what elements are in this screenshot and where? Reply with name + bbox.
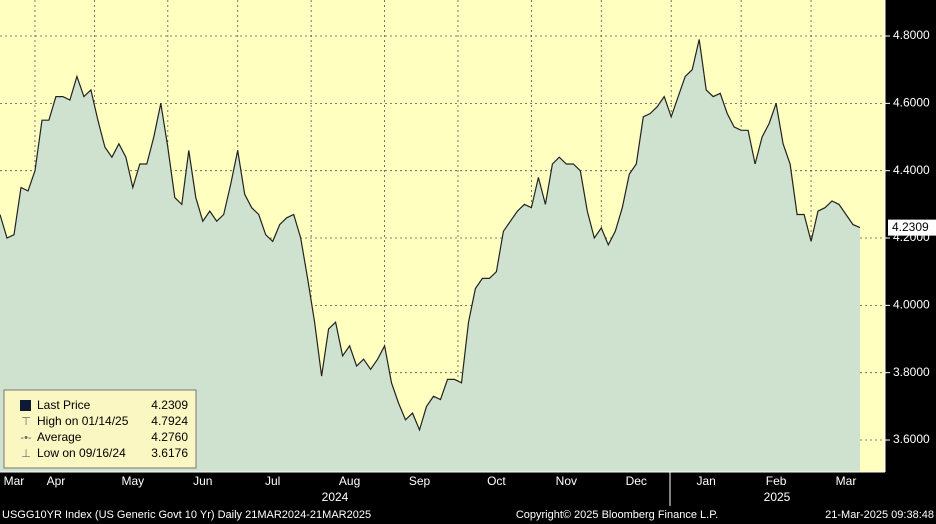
x-tick-label: Mar xyxy=(836,474,857,488)
legend-label: Average xyxy=(37,430,82,444)
y-tick-label: 4.6000 xyxy=(893,96,930,110)
price-line xyxy=(0,39,861,432)
last-price-label: 4.2309 xyxy=(892,220,929,234)
year-label: 2024 xyxy=(322,490,349,504)
legend: Last Price 4.2309 ⊤ High on 01/14/25 4.7924 -… xyxy=(3,389,197,469)
y-tick-label: 3.8000 xyxy=(893,365,930,379)
last-price-box xyxy=(888,219,936,236)
legend-icon: ⊥ xyxy=(21,448,31,460)
footer-left: USGG10YR Index (US Generic Govt 10 Yr) D… xyxy=(2,509,371,521)
legend-icon: ⊤ xyxy=(21,416,31,428)
y-tick-label: 4.8000 xyxy=(893,28,930,42)
x-tick-label: Aug xyxy=(339,474,360,488)
x-tick-label: Jun xyxy=(193,474,212,488)
x-tick-label: Feb xyxy=(766,474,787,488)
footer-right: 21-Mar-2025 09:38:48 xyxy=(825,509,934,521)
legend-value: 4.7924 xyxy=(151,414,188,428)
x-tick-label: Oct xyxy=(487,474,506,488)
legend-value: 4.2760 xyxy=(151,430,188,444)
x-tick-label: Dec xyxy=(626,474,647,488)
legend-value: 3.6176 xyxy=(151,446,188,460)
x-tick-label: Jan xyxy=(696,474,715,488)
y-tick-label: 4.0000 xyxy=(893,298,930,312)
footer-center: Copyright© 2025 Bloomberg Finance L.P. xyxy=(516,509,718,521)
x-tick-label: Sep xyxy=(409,474,431,488)
y-tick-label: 3.6000 xyxy=(893,432,930,446)
x-tick-label: May xyxy=(122,474,145,488)
legend-label: Low on 09/16/24 xyxy=(37,446,126,460)
legend-icon: -•- xyxy=(20,432,32,444)
legend-swatch xyxy=(20,400,31,411)
legend-label: High on 01/14/25 xyxy=(37,414,129,428)
y-tick-label: 4.4000 xyxy=(893,163,930,177)
x-tick-label: Apr xyxy=(47,474,66,488)
x-tick-label: Nov xyxy=(556,474,577,488)
area-fill xyxy=(0,39,860,473)
legend-box xyxy=(3,389,197,469)
x-tick-label: Mar xyxy=(4,474,25,488)
legend-label: Last Price xyxy=(37,398,91,412)
x-tick-label: Jul xyxy=(265,474,280,488)
year-label: 2025 xyxy=(764,490,791,504)
legend-value: 4.2309 xyxy=(151,398,188,412)
